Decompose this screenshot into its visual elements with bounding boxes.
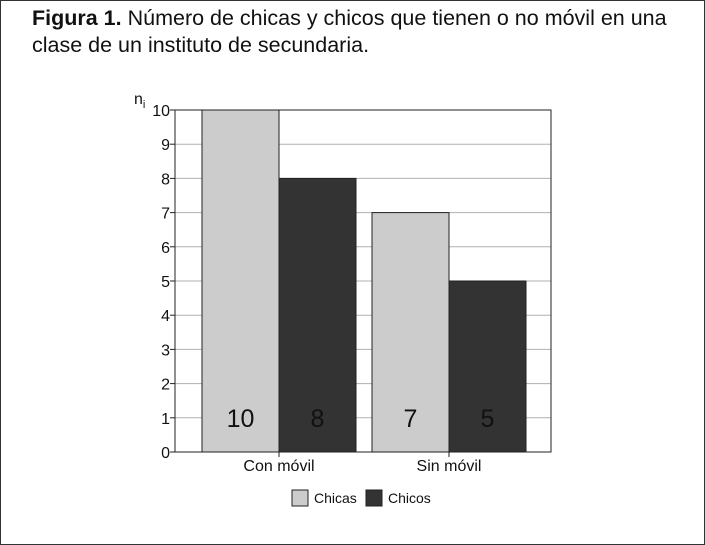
bar-value-label: 5 bbox=[481, 405, 495, 433]
figure-caption: Figura 1. Número de chicas y chicos que … bbox=[32, 5, 692, 59]
y-tick-label: 1 bbox=[161, 411, 170, 428]
y-tick-label: 5 bbox=[161, 274, 170, 291]
x-category-label: Con móvil bbox=[243, 458, 314, 475]
x-axis-category-labels: Con móvil Sin móvil bbox=[243, 452, 481, 475]
y-tick-label: 3 bbox=[161, 342, 170, 359]
x-category-label: Sin móvil bbox=[417, 458, 482, 475]
legend: Chicas Chicos bbox=[291, 489, 431, 507]
figure-caption-text: Número de chicas y chicos que tienen o n… bbox=[32, 6, 667, 57]
y-tick-label: 4 bbox=[161, 308, 170, 325]
bar-value-label: 8 bbox=[311, 405, 325, 433]
y-tick-label: 2 bbox=[161, 377, 170, 394]
bar-chicos-2 bbox=[448, 280, 527, 453]
y-tick-label: 7 bbox=[161, 206, 170, 223]
bar-value-labels: 10 8 7 5 bbox=[227, 405, 495, 433]
y-tick-label: 6 bbox=[161, 240, 170, 257]
bar-value-label: 7 bbox=[404, 405, 418, 433]
y-tick-label: 8 bbox=[161, 171, 170, 188]
y-axis-ticks: 0 1 2 3 4 5 6 7 8 9 10 bbox=[152, 103, 175, 462]
bar-value-label: 10 bbox=[227, 405, 255, 433]
y-axis-label: ni bbox=[134, 91, 145, 111]
y-tick-label: 9 bbox=[161, 137, 170, 154]
legend-swatch-chicos bbox=[365, 489, 383, 507]
y-axis-label-subscript: i bbox=[143, 99, 145, 111]
bars bbox=[201, 109, 527, 453]
bar-chicas-2 bbox=[371, 212, 450, 453]
bar-chicas-1 bbox=[201, 109, 280, 453]
y-tick-label: 0 bbox=[161, 445, 170, 462]
bar-chicos-1 bbox=[278, 177, 357, 453]
legend-swatch-chicas bbox=[291, 489, 309, 507]
legend-label-chicas: Chicas bbox=[314, 490, 357, 506]
figure-label: Figura 1. bbox=[32, 6, 122, 30]
y-axis-label-main: n bbox=[134, 91, 143, 108]
legend-label-chicos: Chicos bbox=[388, 490, 431, 506]
y-tick-label: 10 bbox=[152, 103, 170, 120]
